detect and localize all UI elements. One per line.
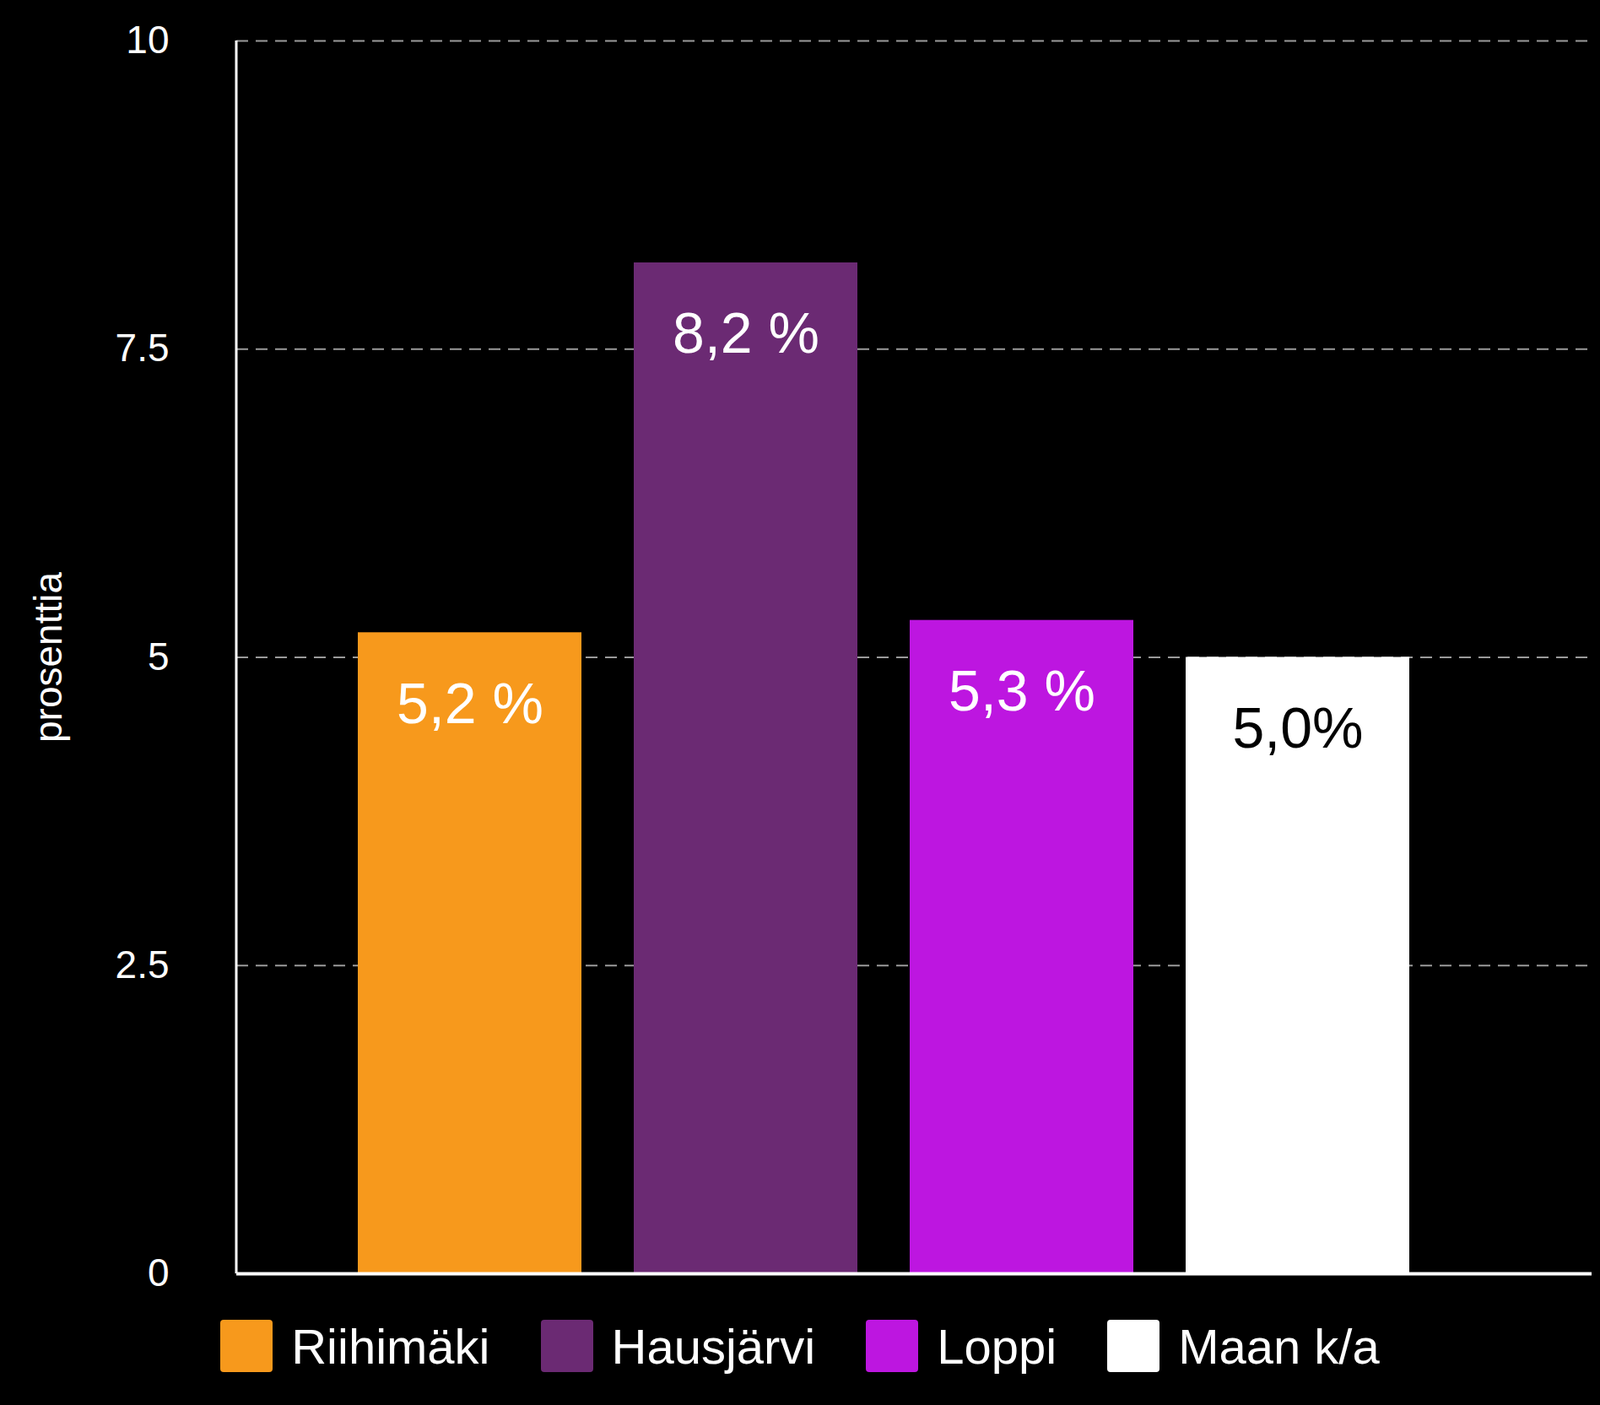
svg-text:2.5: 2.5 (115, 942, 170, 987)
svg-text:5: 5 (147, 634, 170, 679)
html-text:Hausjärvi: Hausjärvi (611, 1318, 816, 1374)
svg-text:8,2 %: 8,2 % (672, 300, 820, 365)
svg-text:5,3 %: 5,3 % (948, 658, 1096, 723)
svg-text:5,0%: 5,0% (1232, 695, 1364, 760)
html-text:Loppi: Loppi (936, 1318, 1057, 1374)
html-text:Riihimäki: Riihimäki (291, 1318, 490, 1374)
svg-text:7.5: 7.5 (115, 325, 170, 370)
html-text:Maan k/a: Maan k/a (1178, 1318, 1380, 1374)
svg-text:0: 0 (147, 1250, 170, 1295)
svg-text:10: 10 (125, 17, 169, 62)
svg-text:5,2 %: 5,2 % (396, 670, 544, 736)
svg-text:prosenttia: prosenttia (26, 572, 71, 743)
